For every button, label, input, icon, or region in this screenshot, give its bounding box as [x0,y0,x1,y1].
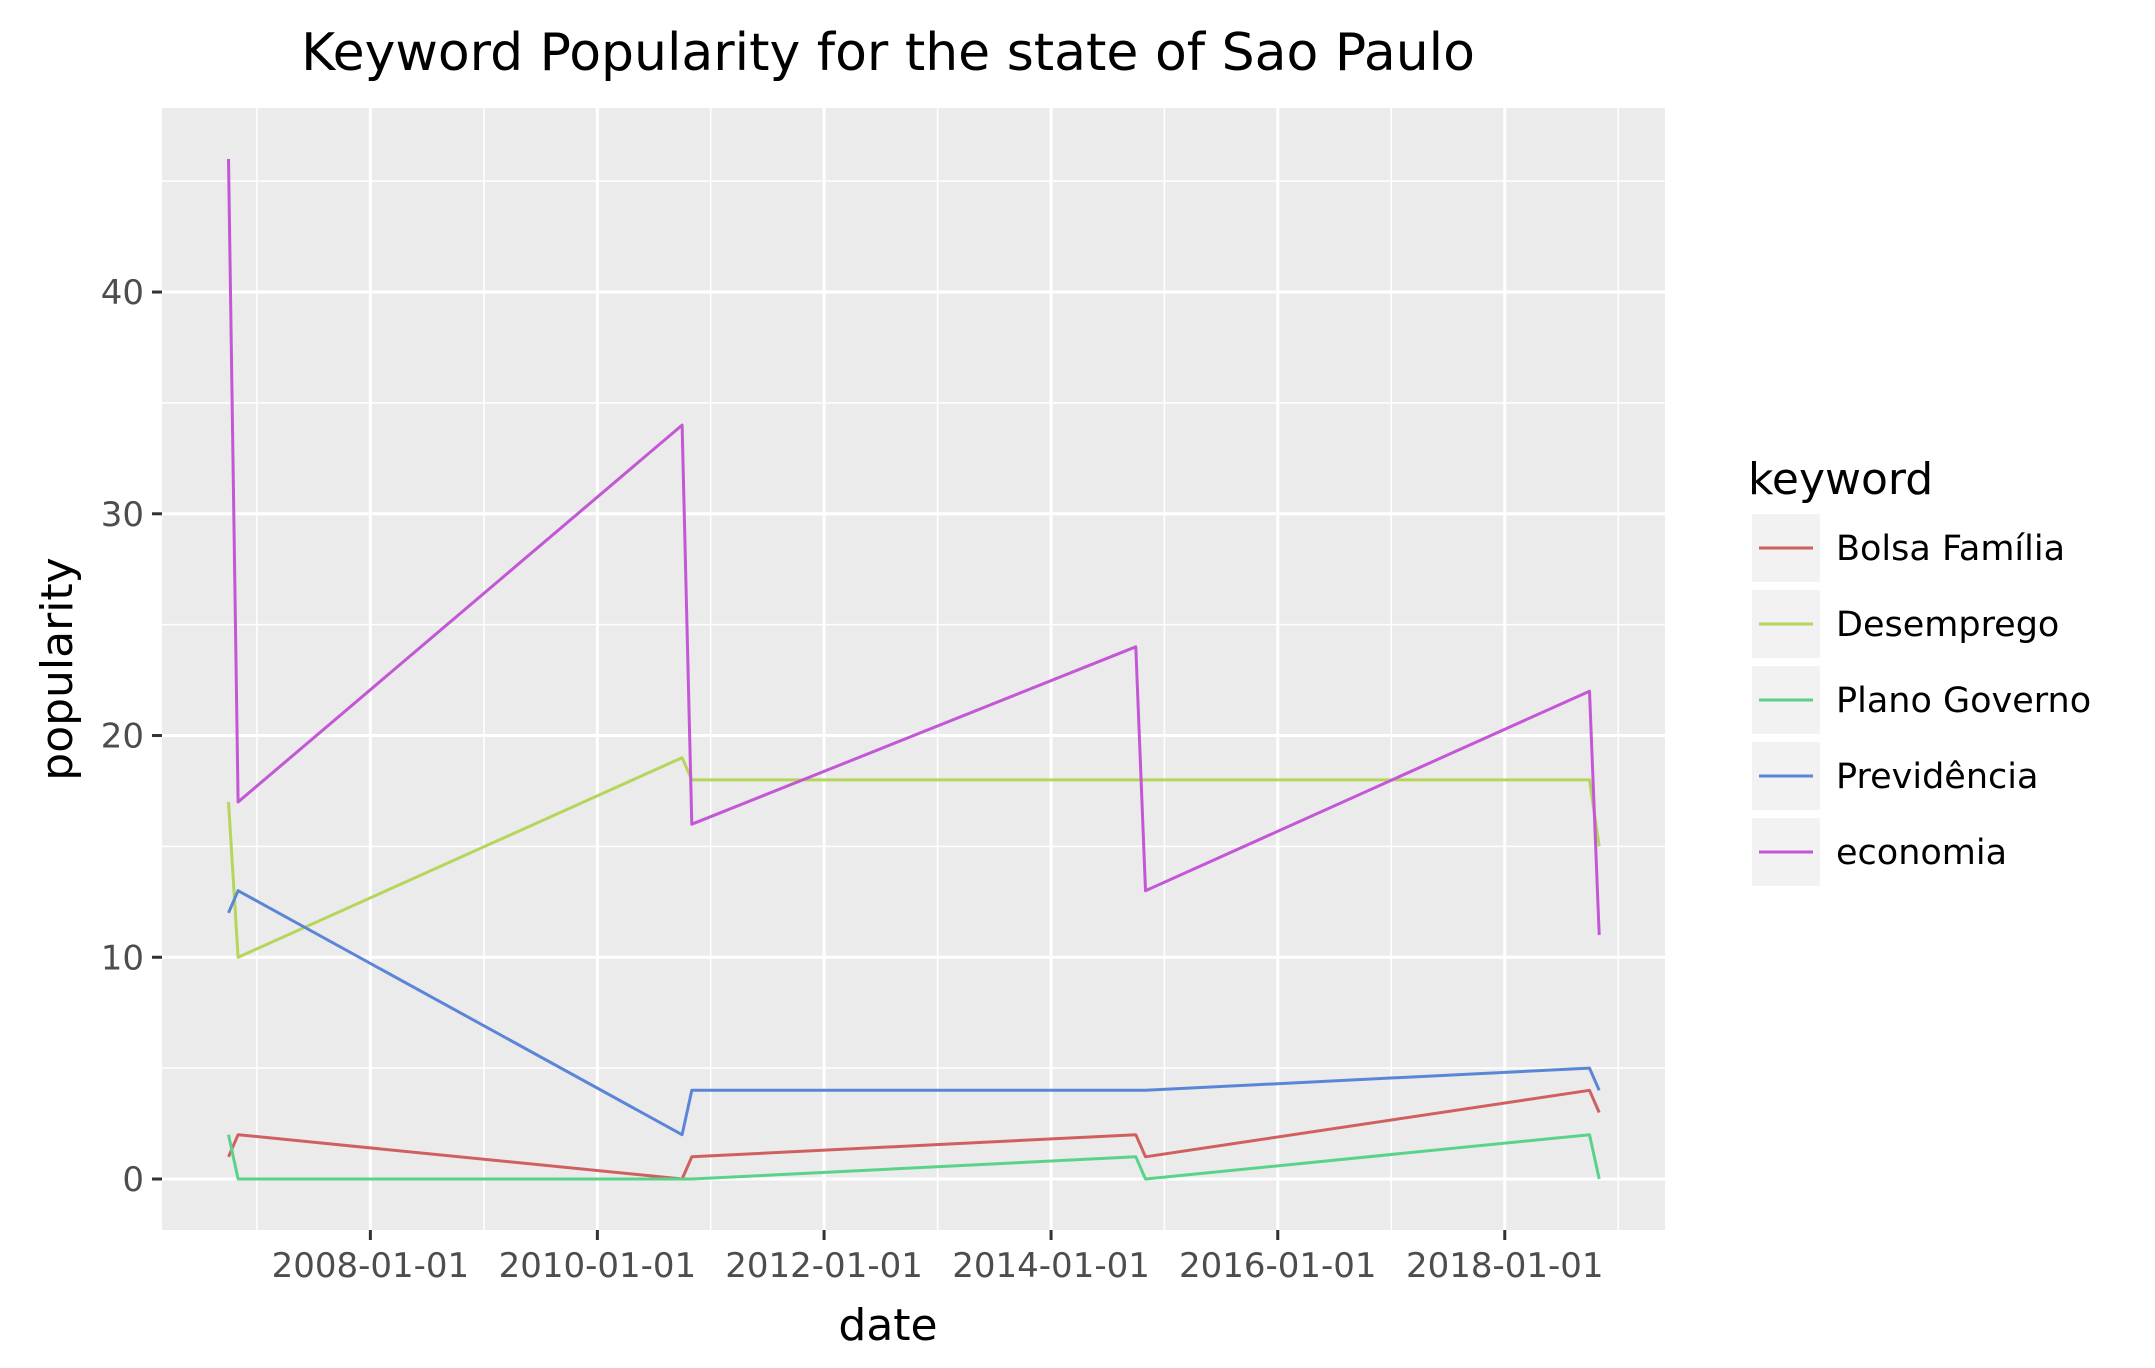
legend-label-bolsa-fam-lia: Bolsa Família [1836,529,2065,569]
x-tick-label: 2016-01-01 [1179,1246,1377,1286]
series-layer [227,158,1601,1181]
series-line-desemprego [227,756,1601,959]
chart-title: Keyword Popularity for the state of Sao … [301,23,1475,83]
x-tick-label: 2008-01-01 [272,1246,470,1286]
y-tick-label: 40 [101,273,144,313]
y-tick-label: 20 [101,717,144,757]
x-tick-label: 2012-01-01 [725,1246,923,1286]
y-tick-label: 0 [122,1160,144,1200]
plot-panel [162,108,1665,1230]
legend-label-desemprego: Desemprego [1836,605,2059,645]
y-tick-label: 30 [101,495,144,535]
series-line-economia [227,158,1601,936]
series-line-plano-governo [227,1133,1601,1181]
legend-label-economia: economia [1836,833,2007,873]
legend: keyword Bolsa Família Desemprego Plano Gov… [1748,454,2091,886]
y-tick-label: 10 [101,938,144,978]
x-tick-label: 2018-01-01 [1406,1246,1604,1286]
grid-minor [162,108,1665,1230]
x-axis: 2008-01-01 2010-01-01 2012-01-01 2014-01-01… [272,1230,1604,1286]
x-axis-title: date [838,1300,937,1351]
y-axis-title: popularity [32,557,83,780]
legend-title: keyword [1748,454,1933,505]
legend-label-previd-ncia: Previdência [1836,757,2038,797]
y-axis: 0 10 20 30 40 [101,273,162,1200]
legend-label-plano-governo: Plano Governo [1836,681,2091,721]
x-tick-label: 2014-01-01 [952,1246,1150,1286]
series-line-bolsa-fam-lia [227,1088,1601,1181]
series-line-previd-ncia [227,889,1601,1137]
x-tick-label: 2010-01-01 [499,1246,697,1286]
